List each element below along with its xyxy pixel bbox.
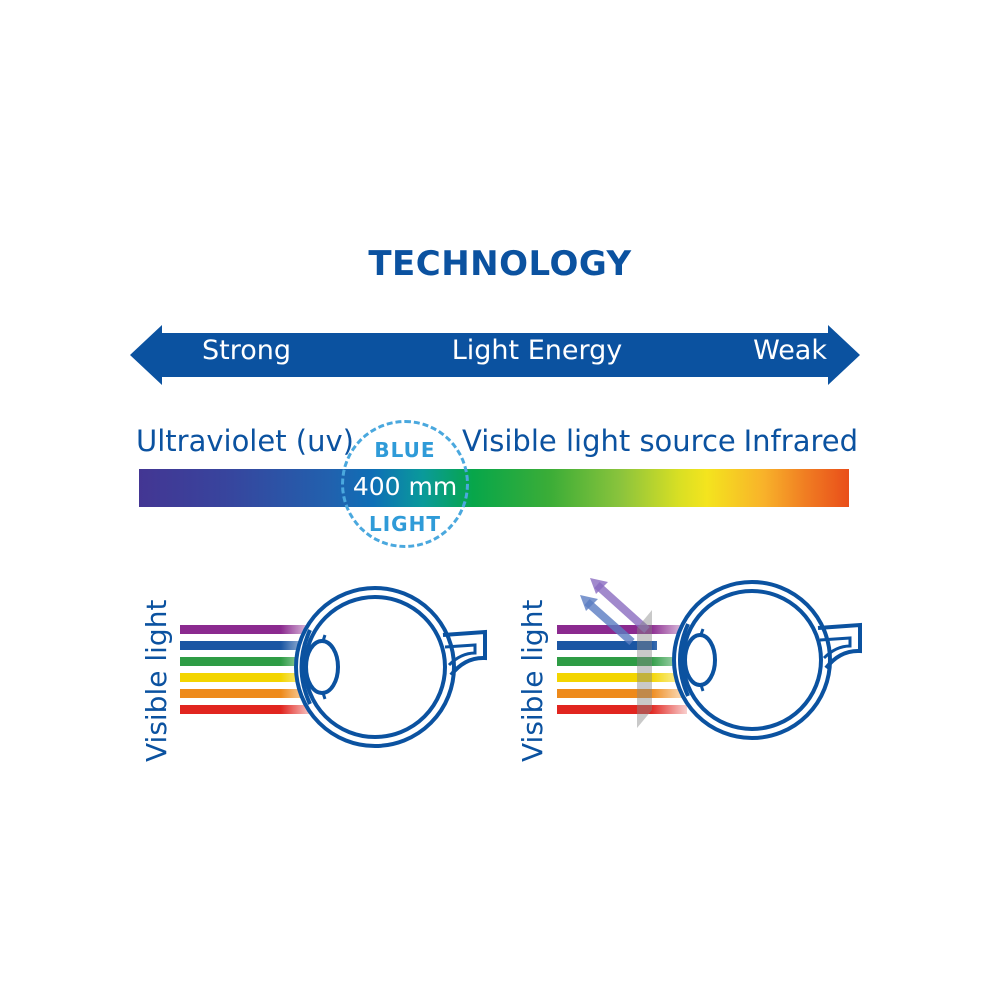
energy-arrow-shape	[130, 325, 860, 385]
visible-light-source-label: Visible light source	[462, 424, 736, 458]
blue-light-dashed-circle	[341, 420, 469, 548]
light-energy-label: Light Energy	[451, 335, 623, 366]
lens-filter	[637, 610, 652, 728]
left-light-beams	[180, 620, 320, 720]
right-eye-diagram	[557, 578, 862, 740]
wavelength-label: 400 mm	[352, 472, 458, 501]
beam-blue	[557, 641, 657, 650]
left-eyeball-icon	[294, 586, 487, 748]
right-eyeball-icon	[672, 580, 862, 740]
visible-light-label-right: Visible light	[516, 599, 549, 762]
title: TECHNOLOGY	[368, 244, 632, 284]
energy-double-arrow	[130, 325, 860, 385]
light-label: LIGHT	[369, 512, 441, 536]
weak-label: Weak	[753, 335, 827, 366]
infrared-label: Infrared	[743, 424, 858, 458]
strong-label: Strong	[202, 335, 292, 366]
blue-label: BLUE	[374, 438, 436, 462]
visible-light-label-left: Visible light	[140, 599, 173, 762]
reflected-blue-arrows	[580, 578, 650, 645]
left-eye-diagram	[180, 586, 487, 748]
spectrum-bar	[139, 469, 849, 507]
ultraviolet-label: Ultraviolet (uv)	[136, 424, 354, 458]
